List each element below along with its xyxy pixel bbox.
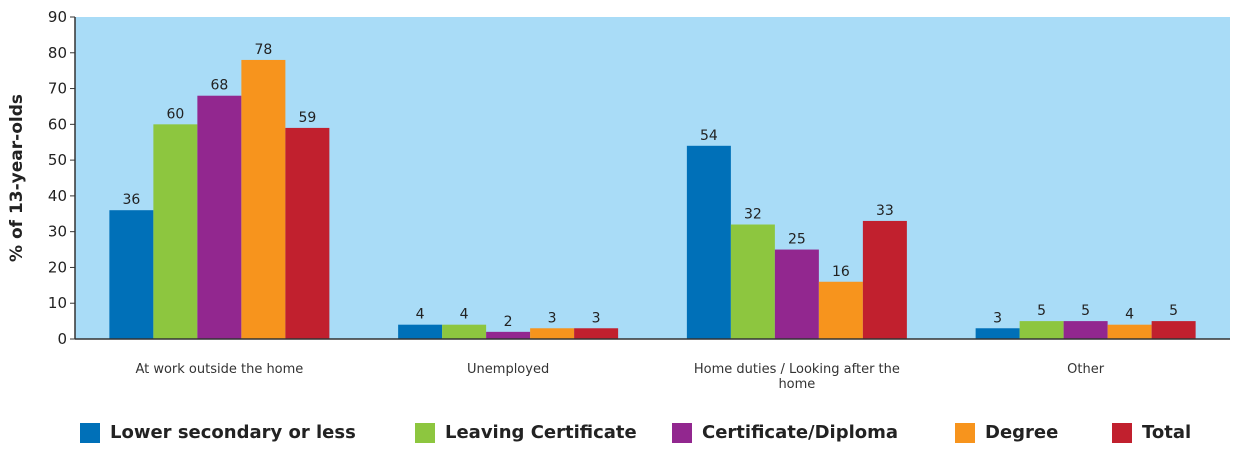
- x-tick-label: At work outside the home: [135, 362, 304, 377]
- data-label: 36: [122, 192, 140, 208]
- legend-label: Leaving Certificate: [445, 422, 637, 443]
- data-label: 3: [592, 310, 601, 326]
- y-tick-label: 50: [48, 151, 67, 169]
- bar: [153, 124, 198, 339]
- bar: [1019, 321, 1064, 339]
- legend-label: Degree: [985, 422, 1059, 443]
- y-axis-title: % of 13-year-olds: [7, 94, 27, 262]
- x-tick-label: Unemployed: [467, 362, 550, 377]
- bar: [862, 220, 907, 339]
- data-label: 4: [1125, 307, 1134, 323]
- bar: [197, 95, 242, 339]
- bar: [1151, 321, 1196, 339]
- legend-swatch: [955, 422, 975, 443]
- data-label: 2: [504, 314, 513, 330]
- y-tick-label: 30: [48, 223, 67, 241]
- bar: [1107, 324, 1152, 339]
- data-label: 25: [788, 232, 806, 248]
- y-tick-label: 40: [48, 187, 67, 205]
- data-label: 4: [460, 307, 469, 323]
- bar: [285, 127, 330, 340]
- y-tick-label: 90: [48, 8, 67, 26]
- legend-swatch: [80, 422, 100, 443]
- legend-item: Degree: [955, 422, 1058, 443]
- data-label: 5: [1081, 303, 1090, 319]
- data-label: 78: [254, 42, 272, 58]
- x-tick-label: Home duties / Looking after the home: [693, 362, 900, 392]
- bar: [975, 328, 1020, 339]
- data-label: 4: [416, 307, 425, 323]
- bar: [818, 281, 863, 339]
- data-label: 54: [700, 128, 718, 144]
- bar: [730, 224, 775, 339]
- data-label: 3: [993, 310, 1002, 326]
- legend-swatch: [672, 422, 692, 443]
- y-tick-label: 20: [48, 258, 67, 276]
- data-label: 5: [1037, 303, 1046, 319]
- legend-item: Lower secondary or less: [80, 422, 356, 443]
- legend-swatch: [415, 422, 435, 443]
- bar: [574, 328, 619, 339]
- bar: [241, 59, 286, 339]
- bar: [686, 145, 731, 339]
- data-label: 32: [744, 207, 762, 223]
- y-tick-label: 60: [48, 115, 67, 133]
- bar: [486, 331, 531, 339]
- y-tick-label: 80: [48, 44, 67, 62]
- y-tick-label: 0: [57, 330, 67, 348]
- data-label: 33: [876, 203, 894, 219]
- bar: [398, 324, 443, 339]
- bar: [774, 249, 819, 339]
- bar: [442, 324, 487, 339]
- bar: [1063, 321, 1108, 339]
- bar: [109, 210, 154, 339]
- legend-item: Total: [1112, 422, 1191, 443]
- legend-swatch: [1112, 422, 1132, 443]
- y-tick-label: 10: [48, 294, 67, 312]
- data-label: 68: [210, 78, 228, 94]
- data-label: 16: [832, 264, 850, 280]
- y-tick-label: 70: [48, 80, 67, 98]
- legend-label: Total: [1142, 422, 1192, 443]
- data-label: 59: [298, 110, 316, 126]
- data-label: 60: [166, 106, 184, 122]
- x-tick-label: Other: [1067, 362, 1105, 377]
- legend-item: Leaving Certificate: [415, 422, 637, 443]
- data-label: 3: [548, 310, 557, 326]
- legend-label: Certificate/Diploma: [702, 422, 899, 443]
- bar: [530, 328, 575, 339]
- legend-item: Certificate/Diploma: [672, 422, 898, 443]
- legend: Lower secondary or less Leaving Certifica…: [0, 422, 1233, 448]
- legend-label: Lower secondary or less: [110, 422, 356, 443]
- data-label: 5: [1169, 303, 1178, 319]
